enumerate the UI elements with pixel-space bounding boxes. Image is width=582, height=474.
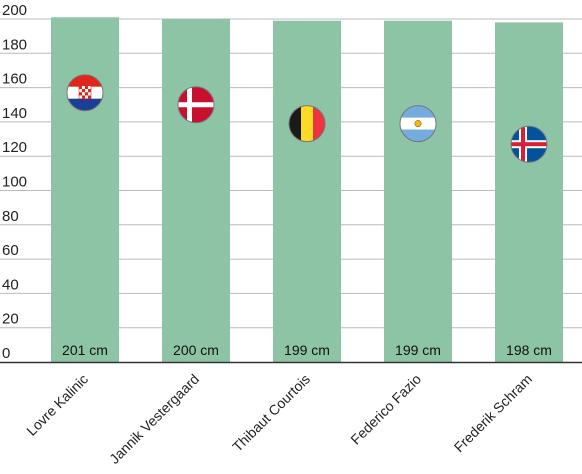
flag-marker-outline	[66, 74, 104, 112]
flag-marker-outline	[177, 86, 215, 124]
bar	[384, 20, 452, 363]
x-tick-label: Lovre Kalinic	[23, 371, 91, 439]
x-tick-label: Federico Fazio	[347, 371, 424, 448]
iceland-flag-icon	[511, 126, 547, 163]
y-tick-label: 140	[2, 105, 27, 122]
x-tick-label: Jannik Vestergaard	[106, 371, 202, 467]
y-tick-label: 0	[2, 345, 10, 362]
x-tick-label: Thibaut Courtois	[229, 371, 313, 455]
bar	[51, 17, 119, 362]
y-tick-label: 100	[2, 174, 27, 191]
y-tick-label: 20	[2, 311, 19, 328]
y-tick-label: 200	[2, 2, 27, 19]
bar-value-label: 198 cm	[506, 342, 552, 358]
y-tick-label: 180	[2, 36, 27, 53]
bar-value-label: 199 cm	[395, 342, 441, 358]
bar-value-label: 201 cm	[62, 342, 108, 358]
bar-value-label: 200 cm	[173, 342, 219, 358]
argentina-flag-icon	[400, 105, 436, 142]
x-tick-label: Frederik Schram	[451, 371, 535, 455]
y-tick-label: 60	[2, 242, 19, 259]
bar	[162, 19, 230, 362]
y-tick-label: 160	[2, 71, 27, 88]
bar	[495, 22, 563, 363]
flag-marker-outline	[288, 105, 326, 143]
y-tick-label: 80	[2, 208, 19, 225]
bars	[51, 17, 563, 363]
flag-markers	[66, 74, 548, 163]
y-tick-label: 40	[2, 276, 19, 293]
bar	[273, 20, 341, 363]
flag-marker-outline	[510, 125, 548, 163]
denmark-flag-icon	[178, 86, 214, 123]
bar-value-label: 199 cm	[284, 342, 330, 358]
flag-marker-outline	[399, 105, 437, 143]
belgium-flag-icon	[289, 105, 325, 142]
y-tick-label: 120	[2, 139, 27, 156]
croatia-flag-icon	[67, 74, 103, 111]
